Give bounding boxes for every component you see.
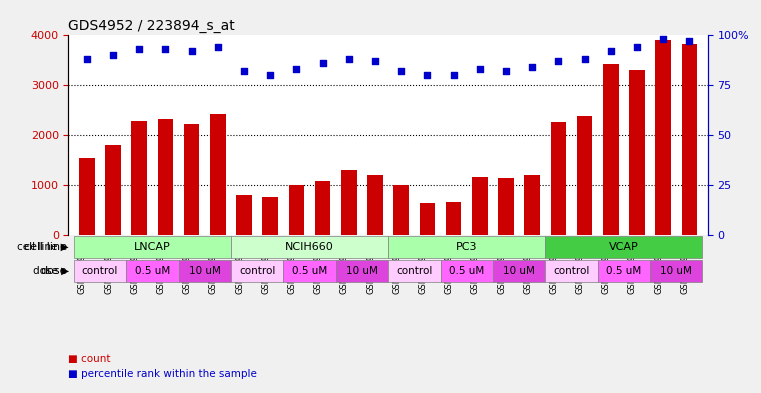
- Point: [578, 56, 591, 62]
- Point: [159, 46, 171, 53]
- Bar: [682, 44, 697, 235]
- Point: [107, 52, 119, 59]
- FancyBboxPatch shape: [283, 260, 336, 282]
- Point: [473, 66, 486, 72]
- Point: [422, 72, 434, 79]
- Point: [342, 56, 355, 62]
- Text: 0.5 uM: 0.5 uM: [607, 266, 642, 276]
- FancyBboxPatch shape: [179, 260, 231, 282]
- Text: dose: dose: [40, 266, 67, 276]
- FancyBboxPatch shape: [597, 260, 650, 282]
- Bar: [472, 177, 488, 235]
- Text: LNCAP: LNCAP: [134, 242, 170, 252]
- Point: [133, 46, 145, 53]
- FancyBboxPatch shape: [546, 260, 597, 282]
- Bar: [210, 114, 226, 235]
- Point: [552, 58, 565, 64]
- Text: NCIH660: NCIH660: [285, 242, 334, 252]
- Point: [500, 68, 512, 74]
- FancyBboxPatch shape: [336, 260, 388, 282]
- Bar: [288, 185, 304, 235]
- Point: [186, 48, 198, 55]
- Text: 0.5 uM: 0.5 uM: [449, 266, 484, 276]
- FancyBboxPatch shape: [74, 236, 231, 258]
- Text: 10 uM: 10 uM: [346, 266, 378, 276]
- Bar: [132, 121, 147, 235]
- Point: [657, 36, 669, 42]
- FancyBboxPatch shape: [650, 260, 702, 282]
- FancyBboxPatch shape: [74, 260, 126, 282]
- Text: control: control: [396, 266, 432, 276]
- Bar: [263, 197, 278, 235]
- Text: control: control: [553, 266, 590, 276]
- Text: 0.5 uM: 0.5 uM: [292, 266, 327, 276]
- FancyBboxPatch shape: [231, 260, 283, 282]
- Bar: [629, 70, 645, 235]
- Point: [81, 56, 93, 62]
- FancyBboxPatch shape: [546, 236, 702, 258]
- Bar: [524, 175, 540, 235]
- FancyBboxPatch shape: [493, 260, 546, 282]
- Point: [395, 68, 407, 74]
- Bar: [393, 185, 409, 235]
- Bar: [419, 203, 435, 235]
- Bar: [315, 181, 330, 235]
- Point: [631, 44, 643, 50]
- Point: [369, 58, 381, 64]
- Text: cell line ▶: cell line ▶: [18, 242, 68, 252]
- FancyBboxPatch shape: [441, 260, 493, 282]
- Bar: [550, 122, 566, 235]
- Bar: [655, 40, 671, 235]
- Text: 0.5 uM: 0.5 uM: [135, 266, 170, 276]
- FancyBboxPatch shape: [388, 260, 441, 282]
- Text: PC3: PC3: [456, 242, 477, 252]
- Point: [605, 48, 617, 55]
- Bar: [105, 145, 121, 235]
- Text: GDS4952 / 223894_s_at: GDS4952 / 223894_s_at: [68, 19, 235, 33]
- Text: VCAP: VCAP: [609, 242, 638, 252]
- Point: [212, 44, 224, 50]
- Text: control: control: [239, 266, 275, 276]
- Point: [526, 64, 538, 70]
- Bar: [498, 178, 514, 235]
- Bar: [577, 116, 593, 235]
- Point: [683, 38, 696, 44]
- FancyBboxPatch shape: [388, 236, 546, 258]
- Point: [317, 60, 329, 66]
- Point: [264, 72, 276, 79]
- Text: cell line: cell line: [24, 242, 67, 252]
- Bar: [603, 64, 619, 235]
- Point: [238, 68, 250, 74]
- Text: 10 uM: 10 uM: [661, 266, 693, 276]
- Text: ■ percentile rank within the sample: ■ percentile rank within the sample: [68, 369, 257, 379]
- Bar: [367, 175, 383, 235]
- Bar: [236, 195, 252, 235]
- Bar: [183, 124, 199, 235]
- Text: 10 uM: 10 uM: [503, 266, 535, 276]
- Point: [291, 66, 303, 72]
- Point: [447, 72, 460, 79]
- FancyBboxPatch shape: [126, 260, 179, 282]
- Bar: [158, 119, 174, 235]
- Bar: [79, 158, 94, 235]
- Bar: [446, 202, 461, 235]
- FancyBboxPatch shape: [231, 236, 388, 258]
- Text: control: control: [81, 266, 118, 276]
- Text: ■ count: ■ count: [68, 354, 111, 364]
- Text: 10 uM: 10 uM: [189, 266, 221, 276]
- Text: dose ▶: dose ▶: [33, 266, 68, 276]
- Bar: [341, 170, 357, 235]
